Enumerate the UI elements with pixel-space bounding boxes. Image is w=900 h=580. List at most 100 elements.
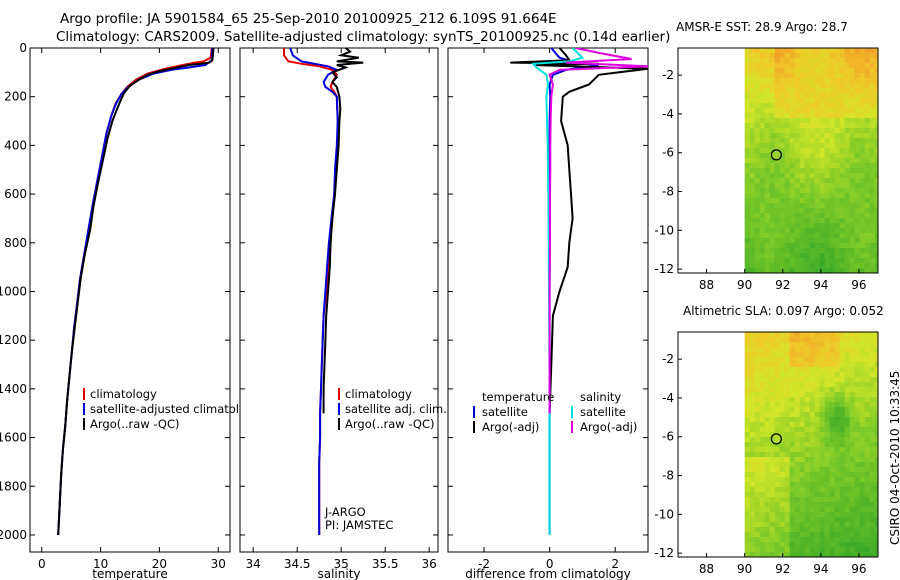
heatmap-cell <box>869 362 876 368</box>
heatmap-cell <box>804 198 811 204</box>
heatmap-cell <box>854 148 861 154</box>
heatmap-cell <box>824 347 831 353</box>
heatmap-cell <box>789 133 796 139</box>
heatmap-cell <box>869 178 876 184</box>
heatmap-cell <box>859 407 866 413</box>
heatmap-cell <box>779 492 786 498</box>
heatmap-cell <box>819 103 826 109</box>
heatmap-cell <box>839 547 846 553</box>
heatmap-cell <box>784 203 791 209</box>
heatmap-cell <box>819 248 826 254</box>
heatmap-cell <box>859 392 866 398</box>
heatmap-cell <box>764 213 771 219</box>
heatmap-cell <box>819 138 826 144</box>
heatmap-cell <box>824 103 831 109</box>
heatmap-cell <box>854 228 861 234</box>
heatmap-cell <box>809 462 816 468</box>
heatmap-cell <box>869 133 876 139</box>
heatmap-cell <box>789 258 796 264</box>
sst_map-ytick-label: -2 <box>662 68 674 82</box>
heatmap-cell <box>794 108 801 114</box>
heatmap-cell <box>774 143 781 149</box>
heatmap-cell <box>839 263 846 269</box>
heatmap-cell <box>799 58 806 64</box>
heatmap-cell <box>854 352 861 358</box>
heatmap-cell <box>804 68 811 74</box>
heatmap-cell <box>744 123 751 129</box>
heatmap-cell <box>869 527 876 533</box>
heatmap-cell <box>874 68 879 74</box>
heatmap-cell <box>849 342 856 348</box>
heatmap-cell <box>834 452 841 458</box>
heatmap-cell <box>809 512 816 518</box>
heatmap-cell <box>799 397 806 403</box>
heatmap-cell <box>864 208 871 214</box>
heatmap-cell <box>779 193 786 199</box>
heatmap-cell <box>754 223 761 229</box>
heatmap-cell <box>809 347 816 353</box>
heatmap-cell <box>744 238 751 244</box>
heatmap-cell <box>824 93 831 99</box>
heatmap-cell <box>869 193 876 199</box>
heatmap-cell <box>809 552 816 558</box>
heatmap-cell <box>859 93 866 99</box>
heatmap-cell <box>809 58 816 64</box>
heatmap-cell <box>784 103 791 109</box>
heatmap-cell <box>829 467 836 473</box>
heatmap-cell <box>809 268 816 274</box>
heatmap-cell <box>749 178 756 184</box>
heatmap-cell <box>799 382 806 388</box>
heatmap-cell <box>744 263 751 269</box>
heatmap-cell <box>804 93 811 99</box>
heatmap-cell <box>824 517 831 523</box>
heatmap-cell <box>874 552 879 558</box>
sst_map-ytick-label: -4 <box>662 107 674 121</box>
heatmap-cell <box>809 452 816 458</box>
heatmap-cell <box>859 422 866 428</box>
heatmap-cell <box>749 98 756 104</box>
heatmap-cell <box>799 178 806 184</box>
heatmap-cell <box>849 532 856 538</box>
heatmap-cell <box>804 507 811 513</box>
heatmap-cell <box>759 332 766 338</box>
heatmap-cell <box>814 98 821 104</box>
heatmap-cell <box>779 93 786 99</box>
heatmap-cell <box>824 372 831 378</box>
heatmap-cell <box>834 213 841 219</box>
heatmap-cell <box>839 517 846 523</box>
heatmap-cell <box>774 467 781 473</box>
heatmap-cell <box>854 53 861 59</box>
heatmap-cell <box>784 347 791 353</box>
heatmap-cell <box>794 552 801 558</box>
heatmap-cell <box>814 118 821 124</box>
heatmap-cell <box>794 542 801 548</box>
heatmap-cell <box>804 88 811 94</box>
heatmap-cell <box>809 432 816 438</box>
heatmap-cell <box>869 243 876 249</box>
heatmap-cell <box>869 332 876 338</box>
heatmap-cell <box>874 442 879 448</box>
heatmap-cell <box>784 462 791 468</box>
heatmap-cell <box>764 517 771 523</box>
heatmap-cell <box>844 342 851 348</box>
heatmap-cell <box>794 138 801 144</box>
heatmap-cell <box>864 153 871 159</box>
heatmap-cell <box>809 377 816 383</box>
heatmap-cell <box>869 512 876 518</box>
heatmap-cell <box>864 63 871 69</box>
heatmap-cell <box>799 133 806 139</box>
heatmap-cell <box>869 392 876 398</box>
heatmap-cell <box>794 168 801 174</box>
heatmap-cell <box>799 213 806 219</box>
heatmap-cell <box>819 437 826 443</box>
heatmap-cell <box>794 362 801 368</box>
heatmap-cell <box>804 462 811 468</box>
heatmap-cell <box>829 397 836 403</box>
heatmap-cell <box>749 233 756 239</box>
sla_map-ytick-label: -4 <box>662 391 674 405</box>
heatmap-cell <box>819 168 826 174</box>
heatmap-cell <box>859 467 866 473</box>
heatmap-cell <box>774 362 781 368</box>
heatmap-cell <box>759 243 766 249</box>
heatmap-cell <box>759 452 766 458</box>
